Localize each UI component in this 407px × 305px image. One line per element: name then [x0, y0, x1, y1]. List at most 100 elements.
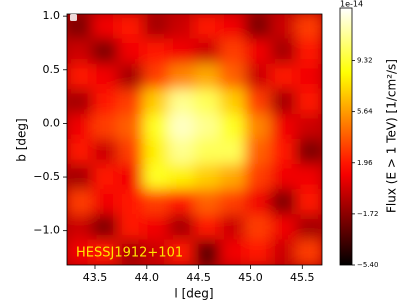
colorbar-tick-label: −1.72: [357, 210, 378, 218]
heatmap-cell: [117, 239, 144, 265]
heatmap-cell: [219, 239, 246, 265]
heatmap-cell: [168, 189, 195, 216]
heatmap-cell: [219, 214, 246, 241]
y-tick-label: 0.5: [43, 63, 61, 76]
heatmap-cell: [219, 63, 246, 90]
heatmap-cell: [92, 14, 119, 40]
heatmap-cell: [143, 113, 170, 140]
heatmap-cell: [219, 88, 246, 115]
heatmap-cell: [270, 164, 297, 191]
heatmap-cell: [296, 214, 322, 241]
heatmap-cell: [168, 164, 195, 191]
heatmap-cells: [67, 14, 322, 265]
colorbar-label: Flux (E > 1 TeV) [1/cm²/s]: [385, 59, 399, 213]
heatmap-cell: [270, 113, 297, 140]
heatmap-cell: [117, 214, 144, 241]
heatmap-cell: [194, 239, 221, 265]
heatmap-cell: [194, 88, 221, 115]
heatmap-cell: [168, 139, 195, 166]
heatmap-cell: [117, 14, 144, 40]
heatmap-cell: [245, 113, 272, 140]
heatmap-cell: [143, 38, 170, 65]
heatmap-cell: [296, 63, 322, 90]
y-tick-label: 0.0: [43, 116, 61, 129]
heatmap-cell: [296, 113, 322, 140]
heatmap-cell: [117, 164, 144, 191]
heatmap-cell: [194, 38, 221, 65]
heatmap-cell: [219, 139, 246, 166]
heatmap-cell: [245, 239, 272, 265]
heatmap-cell: [67, 113, 93, 140]
heatmap-cell: [168, 38, 195, 65]
x-tick-label: 45.0: [238, 271, 263, 284]
heatmap-cell: [92, 63, 119, 90]
y-tick-label: −1.0: [33, 224, 60, 237]
heatmap-cell: [168, 88, 195, 115]
heatmap-cell: [296, 14, 322, 40]
heatmap-cell: [270, 239, 297, 265]
heatmap-cell: [270, 14, 297, 40]
heatmap-cell: [67, 63, 93, 90]
heatmap-cell: [245, 14, 272, 40]
heatmap-cell: [219, 38, 246, 65]
x-tick-label: 45.5: [290, 271, 315, 284]
x-tick-label: 43.5: [83, 271, 108, 284]
heatmap-cell: [270, 139, 297, 166]
heatmap-cell: [92, 239, 119, 265]
heatmap-cell: [194, 63, 221, 90]
colorbar-tick-label: 5.64: [357, 108, 373, 116]
heatmap-cell: [270, 63, 297, 90]
heatmap-cell: [194, 113, 221, 140]
heatmap-cell: [92, 164, 119, 191]
heatmap-cell: [270, 38, 297, 65]
heatmap-cell: [92, 139, 119, 166]
heatmap-cell: [296, 189, 322, 216]
heatmap-cell: [117, 63, 144, 90]
heatmap-cell: [245, 63, 272, 90]
heatmap-cell: [245, 214, 272, 241]
heatmap-cell: [296, 164, 322, 191]
heatmap-cell: [168, 14, 195, 40]
source-label: HESSJ1912+101: [76, 246, 183, 261]
heatmap-cell: [245, 164, 272, 191]
heatmap-cell: [143, 63, 170, 90]
heatmap-cell: [143, 239, 170, 265]
heatmap-cell: [92, 88, 119, 115]
heatmap-cell: [67, 239, 93, 265]
heatmap-cell: [117, 189, 144, 216]
heatmap-cell: [67, 38, 93, 65]
heatmap-cell: [270, 214, 297, 241]
heatmap-cell: [168, 239, 195, 265]
heatmap-cell: [143, 189, 170, 216]
heatmap-cell: [270, 189, 297, 216]
heatmap-cell: [194, 164, 221, 191]
heatmap-cell: [219, 14, 246, 40]
heatmap-cell: [143, 139, 170, 166]
heatmap-cell: [270, 88, 297, 115]
heatmap-cell: [117, 139, 144, 166]
heatmap-cell: [92, 38, 119, 65]
y-tick-label: −0.5: [33, 170, 60, 183]
heatmap-cell: [143, 88, 170, 115]
heatmap-cell: [219, 164, 246, 191]
heatmap-cell: [67, 214, 93, 241]
heatmap-cell: [168, 113, 195, 140]
heatmap-cell: [245, 88, 272, 115]
colorbar-tick-label: −5.40: [357, 261, 378, 269]
heatmap-cell: [245, 38, 272, 65]
marker: [70, 14, 77, 21]
heatmap-cell: [219, 113, 246, 140]
heatmap-cell: [296, 139, 322, 166]
heatmap-cell: [245, 189, 272, 216]
heatmap-cell: [168, 214, 195, 241]
heatmap-cell: [92, 189, 119, 216]
heatmap-cell: [143, 14, 170, 40]
heatmap-cell: [67, 139, 93, 166]
y-axis-label: b [deg]: [15, 118, 29, 161]
colorbar-tick-label: 1.96: [357, 159, 373, 167]
heatmap-cell: [117, 88, 144, 115]
y-tick-label: 1.0: [43, 9, 61, 22]
heatmap-cell: [143, 164, 170, 191]
heatmap-cell: [194, 139, 221, 166]
x-tick-label: 44.5: [186, 271, 211, 284]
